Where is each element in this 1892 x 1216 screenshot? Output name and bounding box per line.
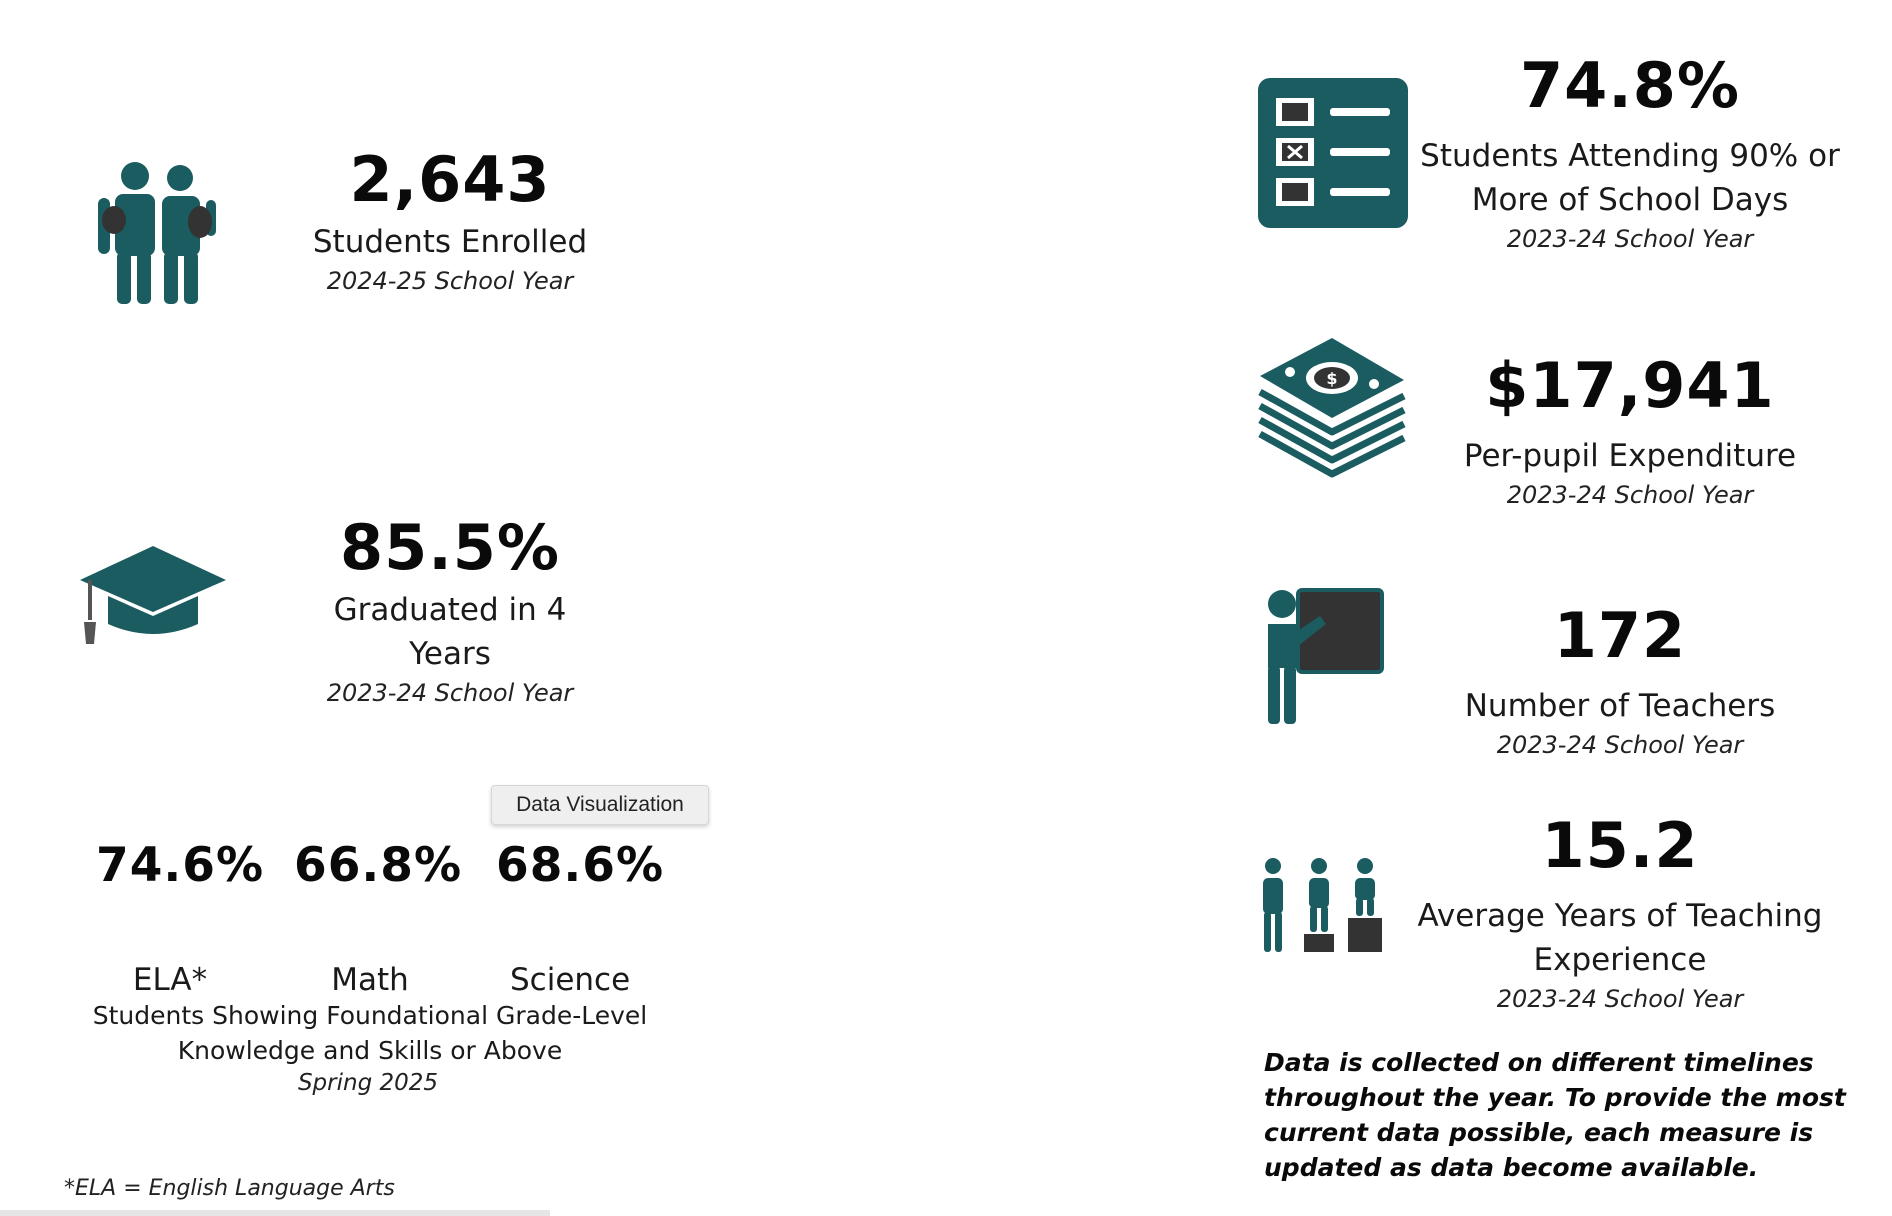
subject-value-math: 66.8% (294, 838, 463, 893)
enrolled-year: 2024-25 School Year (326, 267, 574, 295)
subject-value-science: 68.6% (496, 838, 665, 893)
svg-text:$: $ (1326, 369, 1337, 388)
subjects-description: Students Showing Foundational Grade-Leve… (90, 998, 650, 1068)
graduated-year: 2023-24 School Year (326, 679, 574, 707)
experience-stat: 15.2 Average Years of Teaching Experienc… (1400, 806, 1840, 1016)
teachers-stat: 172 Number of Teachers 2023-24 School Ye… (1400, 596, 1840, 762)
students-icon (92, 158, 220, 306)
experience-label-line2: Experience (1533, 942, 1707, 978)
subjects-description-line2: Knowledge and Skills or Above (177, 1036, 563, 1065)
experience-value: 15.2 (1541, 809, 1699, 882)
subject-label-ela: ELA* (132, 962, 208, 998)
subject-label-math: Math (331, 962, 409, 998)
horizontal-scrollbar[interactable] (0, 1210, 550, 1216)
graduated-label: Graduated in 4 Years (333, 592, 567, 672)
podium-people-icon (1256, 856, 1382, 956)
footnote: *ELA = English Language Arts (64, 1176, 395, 1201)
money-stack-icon: $ (1256, 330, 1408, 480)
graduation-cap-icon (78, 546, 228, 646)
enrolled-stat: 2,643 Students Enrolled 2024-25 School Y… (300, 140, 600, 298)
teachers-label: Number of Teachers (1464, 688, 1776, 724)
expenditure-label: Per-pupil Expenditure (1463, 438, 1797, 474)
teachers-value: 172 (1553, 599, 1687, 672)
attendance-stat: 74.8% Students Attending 90% or More of … (1400, 46, 1860, 256)
expenditure-year: 2023-24 School Year (1506, 481, 1754, 509)
teachers-year: 2023-24 School Year (1496, 731, 1744, 759)
data-timeline-notice: Data is collected on different timelines… (1264, 1048, 1846, 1182)
expenditure-stat: $17,941 Per-pupil Expenditure 2023-24 Sc… (1400, 346, 1860, 512)
experience-label-line1: Average Years of Teaching (1417, 898, 1823, 934)
subject-label-science: Science (510, 962, 631, 998)
attendance-year: 2023-24 School Year (1506, 225, 1754, 253)
expenditure-value: $17,941 (1485, 349, 1775, 422)
subjects-description-line1: Students Showing Foundational Grade-Leve… (92, 1001, 648, 1030)
enrolled-label: Students Enrolled (312, 224, 588, 260)
attendance-label-line2: More of School Days (1471, 182, 1789, 218)
subject-value-ela: 74.6% (96, 838, 265, 893)
attendance-value: 74.8% (1519, 49, 1741, 122)
checklist-icon (1258, 78, 1408, 228)
tooltip: Data Visualization (491, 785, 709, 825)
experience-year: 2023-24 School Year (1496, 985, 1744, 1013)
teacher-board-icon (1258, 586, 1384, 726)
graduated-value: 85.5% (339, 511, 561, 584)
subjects-period: Spring 2025 (297, 1070, 439, 1096)
enrolled-value: 2,643 (349, 143, 551, 216)
attendance-label-line1: Students Attending 90% or (1420, 138, 1840, 174)
graduated-stat: 85.5% Graduated in 4 Years 2023-24 Schoo… (290, 508, 610, 710)
